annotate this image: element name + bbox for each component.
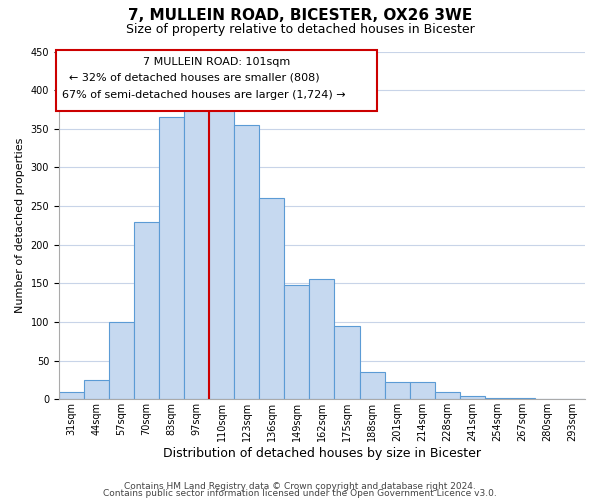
Text: 7 MULLEIN ROAD: 101sqm: 7 MULLEIN ROAD: 101sqm (143, 56, 290, 66)
Bar (284, 285, 310, 400)
Bar (485, 398, 510, 400)
Bar (310, 280, 334, 400)
Bar (134, 222, 159, 400)
Text: ← 32% of detached houses are smaller (808): ← 32% of detached houses are smaller (80… (70, 72, 320, 83)
Bar (535, 398, 560, 400)
Text: Contains HM Land Registry data © Crown copyright and database right 2024.: Contains HM Land Registry data © Crown c… (124, 482, 476, 491)
Bar (109, 322, 134, 400)
Bar (84, 380, 109, 400)
X-axis label: Distribution of detached houses by size in Bicester: Distribution of detached houses by size … (163, 447, 481, 460)
Bar (184, 110, 209, 400)
Text: 67% of semi-detached houses are larger (1,724) →: 67% of semi-detached houses are larger (… (62, 90, 345, 100)
Y-axis label: Number of detached properties: Number of detached properties (15, 138, 25, 313)
Text: 7, MULLEIN ROAD, BICESTER, OX26 3WE: 7, MULLEIN ROAD, BICESTER, OX26 3WE (128, 8, 472, 22)
FancyBboxPatch shape (56, 50, 377, 110)
Bar (334, 326, 359, 400)
Bar (209, 110, 234, 400)
Bar (59, 392, 84, 400)
Bar (234, 125, 259, 400)
Bar (560, 398, 585, 400)
Bar (460, 396, 485, 400)
Bar (259, 198, 284, 400)
Bar (434, 392, 460, 400)
Bar (359, 372, 385, 400)
Text: Contains public sector information licensed under the Open Government Licence v3: Contains public sector information licen… (103, 489, 497, 498)
Bar (510, 398, 535, 400)
Text: Size of property relative to detached houses in Bicester: Size of property relative to detached ho… (125, 22, 475, 36)
Bar (410, 382, 434, 400)
Bar (385, 382, 410, 400)
Bar (159, 117, 184, 400)
